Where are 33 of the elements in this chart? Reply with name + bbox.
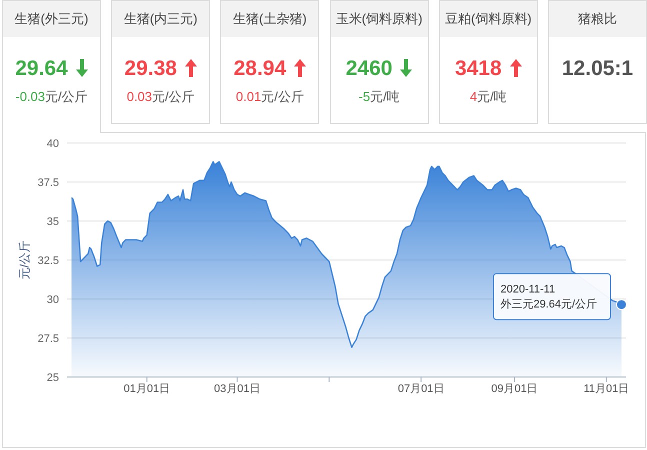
x-tick-label: 11月01日 bbox=[584, 382, 630, 395]
x-tick-label: 01月01日 bbox=[124, 382, 170, 395]
category-label: 猪粮比 bbox=[578, 10, 617, 28]
category-label: 玉米(饲料原料) bbox=[336, 10, 422, 28]
data-label: 0.01 bbox=[236, 89, 262, 104]
x-tick-label: 07月01日 bbox=[398, 382, 444, 395]
x-tick-label: 03月01日 bbox=[214, 382, 261, 395]
data-label: 12.05:1 bbox=[562, 57, 634, 80]
y-tick-label: 35 bbox=[46, 216, 59, 228]
y-tick-label: 32.5 bbox=[38, 254, 59, 267]
data-label: 3418 bbox=[454, 57, 502, 80]
y-tick-label: 30 bbox=[46, 294, 59, 306]
y-tick-label: 40 bbox=[46, 138, 59, 150]
y-tick-label: 25 bbox=[46, 372, 59, 384]
category-label: 生猪(土杂猪) bbox=[233, 10, 307, 28]
x-tick-label: 09月01日 bbox=[491, 382, 538, 395]
y-axis-title: 元/公斤 bbox=[18, 240, 32, 280]
callout: 2020-11-11 外三元29.64元/公斤 bbox=[492, 273, 627, 320]
y-tick-label: 27.5 bbox=[38, 332, 59, 345]
y-tick-label: 37.5 bbox=[38, 176, 59, 189]
data-label: 4 bbox=[470, 89, 478, 104]
text: 元/吨 bbox=[477, 89, 507, 104]
category-label: 生猪(内三元) bbox=[124, 10, 198, 28]
data-label: 29.38 bbox=[124, 57, 177, 80]
annotation: 2020-11-11 外三元29.64元/公斤 bbox=[500, 284, 598, 311]
data-label: 28.94 bbox=[234, 57, 286, 80]
text: 元/公斤 bbox=[261, 89, 304, 104]
data-label: 0.03 bbox=[126, 89, 152, 104]
text: 元/吨 bbox=[370, 89, 400, 104]
data-label: 2460 bbox=[346, 57, 392, 80]
text: 元/公斤 bbox=[152, 89, 195, 104]
data-label: -5 bbox=[358, 89, 370, 104]
category-label: 豆粕(饲料原料) bbox=[444, 10, 532, 28]
